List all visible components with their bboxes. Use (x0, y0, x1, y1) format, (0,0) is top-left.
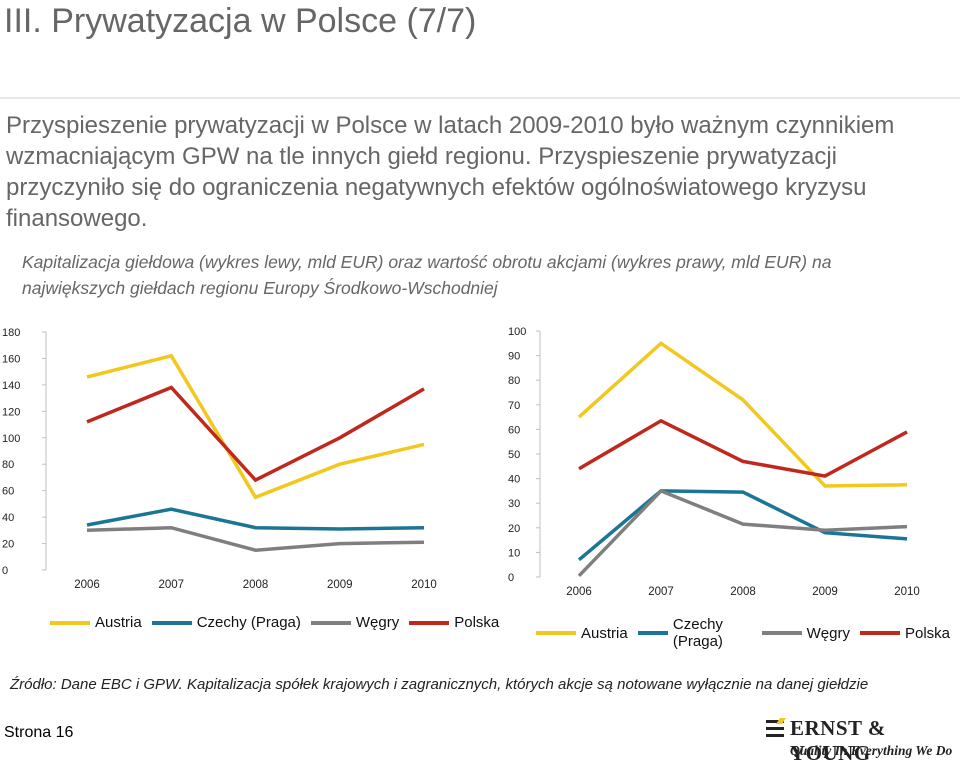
legend-swatch (637, 631, 668, 635)
logo-mark-icon (766, 718, 786, 737)
legend-swatch (536, 631, 576, 635)
chart0-x-tick-label: 2010 (411, 579, 437, 591)
chart1-x-tick-label: 2009 (812, 586, 838, 598)
chart0-y-tick-label: 140 (2, 380, 20, 392)
legend-label: Węgry (355, 614, 400, 631)
chart1-y-tick-label: 80 (508, 375, 520, 387)
legend-item: Austria (536, 625, 628, 642)
chart0-x-tick-label: 2008 (243, 579, 269, 591)
legend-label: Czechy (Praga) (672, 616, 723, 650)
page-number: Strona 16 (4, 724, 74, 741)
chart0-y-tick-label: 100 (2, 433, 20, 445)
ernst-young-logo: ERNST & YOUNG Quality In Everything We D… (766, 716, 956, 765)
chart0-y-tick-label: 80 (2, 459, 14, 471)
legend-label: Czechy (Praga) (196, 614, 301, 631)
legend-item: Czechy (Praga) (637, 616, 752, 650)
chart0-y-tick-label: 20 (2, 539, 14, 551)
chart1-x-tick-label: 2010 (894, 586, 920, 598)
chart1-series-line-0 (577, 341, 908, 488)
chart0-y-tick-label: 120 (2, 406, 20, 418)
chart1-x-tick-label: 2006 (566, 586, 592, 598)
chart1-y-tick-label: 60 (508, 424, 520, 436)
legend-item: Węgry (761, 624, 850, 642)
chart1-y-tick-label: 70 (508, 400, 520, 412)
title-divider (0, 97, 960, 99)
chart0-y-tick-label: 60 (2, 486, 14, 498)
legend-item: Polska (409, 614, 499, 631)
legend-item: Austria (50, 614, 142, 631)
legend-swatch (310, 620, 351, 625)
chart0-x-tick-label: 2007 (158, 579, 184, 591)
chart1-y-tick-label: 90 (508, 351, 520, 363)
slide-title: III. Prywatyzacja w Polsce (7/7) (4, 2, 477, 40)
legend-label: Austria (95, 614, 142, 631)
legend-label: Polska (454, 614, 500, 631)
chart1-y-tick-label: 50 (508, 449, 520, 461)
chart0-series-line-0 (86, 353, 425, 500)
chart0-y-tick-label: 40 (2, 512, 14, 524)
right-chart-legend: Austria Czechy (Praga) Węgry Polska (536, 616, 960, 650)
legend-label: Węgry (806, 624, 850, 642)
chart1-y-tick-label: 20 (508, 523, 520, 535)
chart1-series-line-2 (577, 488, 908, 578)
legend-label: Austria (581, 624, 628, 642)
chart0-y-tick-label: 0 (2, 565, 8, 577)
chart1-series-line-1 (577, 489, 908, 562)
legend-item: Węgry (310, 614, 400, 631)
logo-tagline: Quality In Everything We Do (790, 743, 953, 758)
legend-item: Czechy (Praga) (151, 614, 301, 631)
chart0-series-line-2 (86, 525, 425, 552)
legend-label: Polska (904, 624, 950, 642)
left-chart-capitalization: 0 20 40 60 80 100 120 140 160 180 2006 2007 2008 2009… (2, 327, 437, 591)
legend-swatch (151, 620, 192, 625)
source-note: Źródło: Dane EBC i GPW. Kapitalizacja sp… (10, 676, 869, 693)
chart1-series-line-3 (578, 418, 908, 478)
legend-swatch (50, 620, 90, 625)
legend-swatch (761, 631, 802, 635)
legend-item: Polska (859, 624, 950, 642)
chart0-series-line-1 (86, 507, 425, 531)
chart0-x-tick-label: 2006 (74, 579, 100, 591)
left-chart-legend: Austria Czechy (Praga) Węgry Polska (50, 614, 509, 631)
chart1-y-tick-label: 40 (508, 474, 520, 486)
chart1-y-tick-label: 100 (508, 326, 526, 338)
legend-swatch (859, 631, 900, 635)
chart0-x-tick-label: 2009 (327, 579, 353, 591)
chart1-y-tick-label: 30 (508, 498, 520, 510)
chart1-y-tick-label: 0 (508, 572, 514, 584)
legend-swatch (409, 620, 450, 625)
chart0-series-line-3 (86, 385, 425, 483)
lead-paragraph: Przyspieszenie prywatyzacji w Polsce w l… (6, 112, 895, 232)
chart0-y-tick-label: 160 (2, 353, 20, 365)
logo-wordmark: ERNST & YOUNG (790, 716, 886, 765)
chart1-x-tick-label: 2007 (648, 586, 674, 598)
chart1-y-tick-label: 10 (508, 547, 520, 559)
chart0-y-tick-label: 180 (2, 327, 20, 339)
chart-caption: Kapitalizacja giełdowa (wykres lewy, mld… (22, 252, 832, 298)
right-chart-turnover: 0 10 20 30 40 50 60 70 80 90 100 2006 2007 2008 2009 20… (508, 326, 920, 598)
chart1-x-tick-label: 2008 (730, 586, 756, 598)
